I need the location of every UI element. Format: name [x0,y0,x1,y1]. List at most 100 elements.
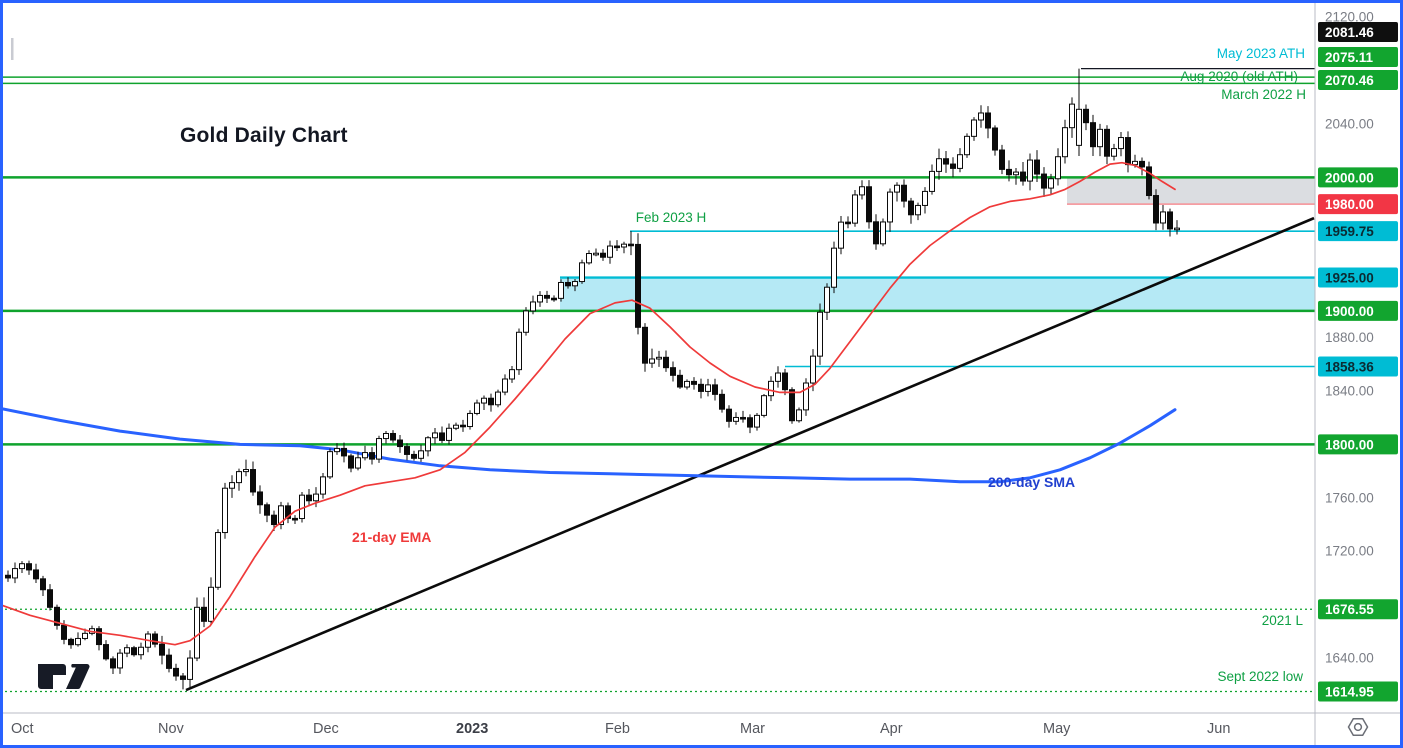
candle-body [1090,122,1096,148]
candle-body [1006,168,1012,176]
price-axis-badges: 2081.46 2075.11 2070.46 2000.00 1980.00 1959.… [1318,22,1398,702]
candle-body [1132,160,1138,166]
month-label-may[interactable]: May [1043,721,1071,737]
price-badge[interactable] [1318,681,1398,702]
price-badge-label: 1959.75 [1325,224,1374,239]
candle-body [887,191,893,223]
price-badge[interactable] [1318,434,1398,455]
price-badge[interactable] [1318,221,1398,242]
candle-body [26,563,32,571]
price-badge-label: 1800.00 [1325,437,1374,452]
candle-body [369,452,375,460]
price-badge-label: 1676.55 [1325,602,1374,617]
candle-body [726,408,732,422]
candle-body [1083,108,1089,124]
candle-body [761,395,767,416]
candle-body [978,112,984,121]
candle-body [348,455,354,469]
candle-body [999,149,1005,170]
left-edge-handle[interactable] [11,38,14,60]
candle-body [810,355,816,384]
candle-body [5,574,11,579]
candle-body [880,221,886,245]
candle-body [1027,159,1033,182]
month-label-apr[interactable]: Apr [880,721,903,737]
candle-body [530,301,536,312]
price-zones [560,177,1315,311]
candle-body [628,243,634,247]
price-badge-label: 2070.46 [1325,73,1374,88]
price-badge[interactable] [1318,300,1398,321]
chart-title: Gold Daily Chart [180,124,348,147]
month-label-2023[interactable]: 2023 [456,721,488,737]
candle-body [929,170,935,192]
price-badge[interactable] [1318,194,1398,215]
candle-body [586,253,592,264]
candle-body [908,200,914,216]
candle-body [201,606,207,622]
candle-body [754,414,760,428]
ascending-trendline[interactable] [185,216,1315,692]
price-scale-settings-icon[interactable] [1347,718,1369,736]
candle-body [705,384,711,392]
candle-body [817,311,823,357]
price-badge[interactable] [1318,356,1398,377]
candle-body [838,221,844,249]
month-label-dec[interactable]: Dec [313,721,339,737]
tradingview-logo-icon[interactable] [38,664,90,689]
time-axis-area[interactable] [0,713,1403,748]
candle-body [187,657,193,680]
month-label-nov[interactable]: Nov [158,721,185,737]
candle-body [915,204,921,216]
candle-body [852,194,858,224]
candle-body [1055,156,1061,180]
ema21-line[interactable] [0,161,1176,646]
candle-body [215,532,221,588]
candle-body [558,281,564,299]
sept-2022-low-label: Sept 2022 low [1217,669,1303,684]
candle-body [68,638,74,646]
candle-body [656,356,662,360]
price-badge[interactable] [1318,267,1398,288]
candle-body [719,393,725,410]
candle-body [222,487,228,534]
ema-label: 21-day EMA [352,529,431,545]
candle-body [831,247,837,288]
sma-label: 200-day SMA [988,474,1075,490]
candle-body [516,331,522,371]
price-axis-ticks: 2120.00 2040.00 1880.00 1840.00 1760.00 1720.… [1325,10,1374,666]
candle-body [621,243,627,248]
price-badge-label: 1614.95 [1325,684,1374,699]
candle-body [1069,103,1075,129]
candle-body [572,281,578,287]
price-badge[interactable] [1318,47,1398,67]
candle-body [614,245,620,249]
price-badge[interactable] [1318,599,1398,620]
candle-body [607,245,613,258]
candle-body [1118,137,1124,150]
month-label-feb[interactable]: Feb [605,721,630,737]
price-badge[interactable] [1318,70,1398,90]
candle-body [383,432,389,440]
candle-body [712,384,718,395]
month-label-jun[interactable]: Jun [1207,721,1230,737]
price-badge[interactable] [1318,167,1398,188]
candle-body [460,424,466,428]
month-label-oct[interactable]: Oct [11,721,34,737]
price-tick-label: 2120.00 [1325,10,1374,25]
candle-body [243,469,249,473]
support-zone-1900-1925 [560,277,1315,311]
candle-body [509,369,515,380]
candle-body [502,378,508,393]
candle-body [159,643,165,656]
sma200-line[interactable] [0,406,1177,484]
price-badge[interactable] [1318,22,1398,42]
candle-body [824,286,830,313]
month-label-mar[interactable]: Mar [740,721,765,737]
candle-body [292,517,298,521]
candle-body [901,184,907,202]
candle-body [1160,211,1166,224]
